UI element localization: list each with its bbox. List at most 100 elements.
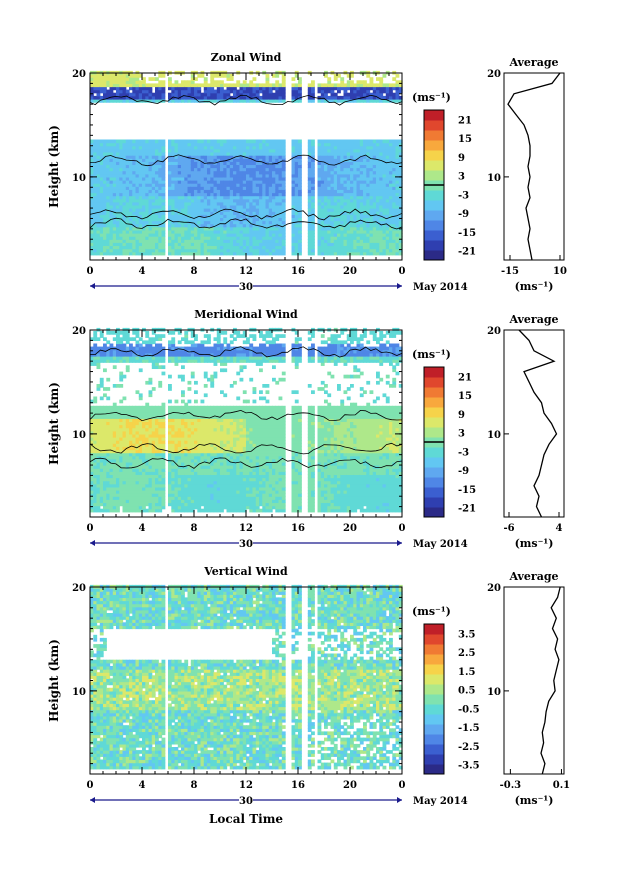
average-line — [507, 72, 561, 261]
date-bar: 30 May 2014 — [90, 537, 468, 550]
panel-2: Vertical Wind 0 4 8 12 16 20 0 10 20 Height (km) 30… — [47, 565, 570, 807]
average-profile: Average 10 20 -15 10 (ms⁻¹) — [487, 56, 567, 293]
date-bar-arrow-right — [397, 283, 402, 289]
y-tick-label: 20 — [72, 69, 86, 80]
x-axis: 0 4 8 12 16 20 0 — [87, 587, 406, 791]
x-axis: 0 4 8 12 16 20 0 — [87, 73, 406, 277]
average-x-tick-label: 0.1 — [553, 780, 570, 791]
colorbar-tick-label: -21 — [458, 504, 476, 515]
colorbar-tick-label: 1.5 — [458, 667, 475, 678]
y-axis: 10 20 — [72, 69, 402, 251]
colorbar-tick-label: -9 — [458, 466, 469, 477]
x-tick-label: 8 — [191, 523, 198, 534]
x-tick-label: 4 — [139, 780, 146, 791]
colorbar-tick-label: 21 — [458, 372, 472, 383]
y-axis-label: Height (km) — [47, 125, 61, 208]
x-tick-label: 8 — [191, 266, 198, 277]
x-tick-label: 8 — [191, 780, 198, 791]
y-tick-label: 10 — [72, 687, 86, 698]
average-frame — [503, 586, 565, 775]
colorbar-tick-label: -0.5 — [458, 704, 480, 715]
colorbar-tick-label: -1.5 — [458, 723, 480, 734]
colorbar-tick-label: -3 — [458, 447, 469, 458]
y-tick-label: 10 — [72, 430, 86, 441]
colorbar-tick-label: 0.5 — [458, 686, 475, 697]
average-frame — [503, 72, 565, 261]
y-axis: 10 20 — [72, 326, 402, 508]
colorbar-unit: (ms⁻¹) — [412, 348, 451, 361]
date-bar: 30 May 2014 — [90, 280, 468, 293]
average-frame — [503, 329, 565, 518]
chart-title: Meridional Wind — [194, 308, 298, 321]
colorbar: (ms⁻¹) -21 -15 -9 -3 3 9 15 21 — [412, 91, 476, 261]
x-tick-label: 20 — [343, 266, 357, 277]
colorbar-tick-label: 9 — [458, 153, 465, 164]
average-unit: (ms⁻¹) — [515, 280, 554, 293]
x-axis: 0 4 8 12 16 20 0 — [87, 330, 406, 534]
colorbar-tick-label: 21 — [458, 115, 472, 126]
date-label: May 2014 — [413, 282, 468, 293]
date-day-label: 30 — [239, 282, 253, 293]
average-profile: Average 10 20 -0.3 0.1 (ms⁻¹) — [487, 570, 570, 807]
colorbar-tick-label: -21 — [458, 247, 476, 258]
average-y-tick-label: 10 — [487, 430, 501, 441]
average-y-tick-label: 20 — [487, 326, 501, 337]
average-line — [540, 586, 561, 775]
average-unit: (ms⁻¹) — [515, 537, 554, 550]
x-tick-label: 20 — [343, 523, 357, 534]
average-y-tick-label: 20 — [487, 583, 501, 594]
heatmap-field — [90, 584, 403, 770]
panel-1: Meridional Wind 0 4 8 12 16 20 0 10 20 Height (km)… — [47, 308, 565, 550]
colorbar-tick-label: -3 — [458, 190, 469, 201]
chart-title: Zonal Wind — [211, 51, 282, 64]
x-tick-label: 0 — [87, 780, 94, 791]
y-axis: 10 20 — [72, 583, 402, 765]
average-line — [518, 329, 558, 518]
panel-0: Zonal Wind 0 4 8 12 16 20 0 10 20 Height (km) 30 May… — [47, 51, 567, 293]
average-y-tick-label: 20 — [487, 69, 501, 80]
date-bar-arrow-left — [90, 283, 95, 289]
x-tick-label: 12 — [239, 780, 253, 791]
x-axis-label: Local Time — [209, 812, 283, 826]
average-y-tick-label: 10 — [487, 687, 501, 698]
colorbar-tick-label: 3.5 — [458, 629, 475, 640]
colorbar-tick-label: -3.5 — [458, 761, 480, 772]
colorbar-tick-label: -15 — [458, 485, 476, 496]
date-bar-arrow-left — [90, 540, 95, 546]
x-tick-label: 4 — [139, 266, 146, 277]
colorbar-tick-label: 3 — [458, 172, 465, 183]
y-tick-label: 10 — [72, 173, 86, 184]
date-label: May 2014 — [413, 539, 468, 550]
average-x-tick-label: 10 — [553, 266, 567, 277]
x-tick-label: 0 — [399, 266, 406, 277]
y-axis-label: Height (km) — [47, 382, 61, 465]
x-tick-label: 0 — [399, 523, 406, 534]
x-tick-label: 12 — [239, 523, 253, 534]
colorbar-tick-label: -15 — [458, 228, 476, 239]
x-tick-label: 16 — [291, 266, 305, 277]
colorbar-tick-label: -9 — [458, 209, 469, 220]
average-x-tick-label: -0.3 — [500, 780, 522, 791]
average-title: Average — [508, 56, 558, 69]
y-tick-label: 20 — [72, 583, 86, 594]
contour-lines — [89, 94, 403, 230]
x-tick-label: 16 — [291, 523, 305, 534]
average-profile: Average 10 20 -6 4(ms⁻¹) — [487, 313, 565, 550]
y-axis-label: Height (km) — [47, 639, 61, 722]
colorbar-unit: (ms⁻¹) — [412, 91, 451, 104]
date-day-label: 30 — [239, 796, 253, 807]
y-tick-label: 20 — [72, 326, 86, 337]
average-title: Average — [508, 313, 558, 326]
x-tick-label: 0 — [87, 523, 94, 534]
date-bar-arrow-left — [90, 797, 95, 803]
x-tick-label: 16 — [291, 780, 305, 791]
colorbar-frame — [423, 623, 445, 775]
date-label: May 2014 — [413, 796, 468, 807]
date-bar-arrow-right — [397, 797, 402, 803]
date-bar-arrow-right — [397, 540, 402, 546]
colorbar-tick-label: -2.5 — [458, 742, 480, 753]
contour-lines — [89, 346, 403, 469]
colorbar-tick-label: 2.5 — [458, 648, 475, 659]
colorbar: (ms⁻¹) -21 -15 -9 -3 3 9 15 21 — [412, 348, 476, 518]
average-unit: (ms⁻¹) — [515, 794, 554, 807]
